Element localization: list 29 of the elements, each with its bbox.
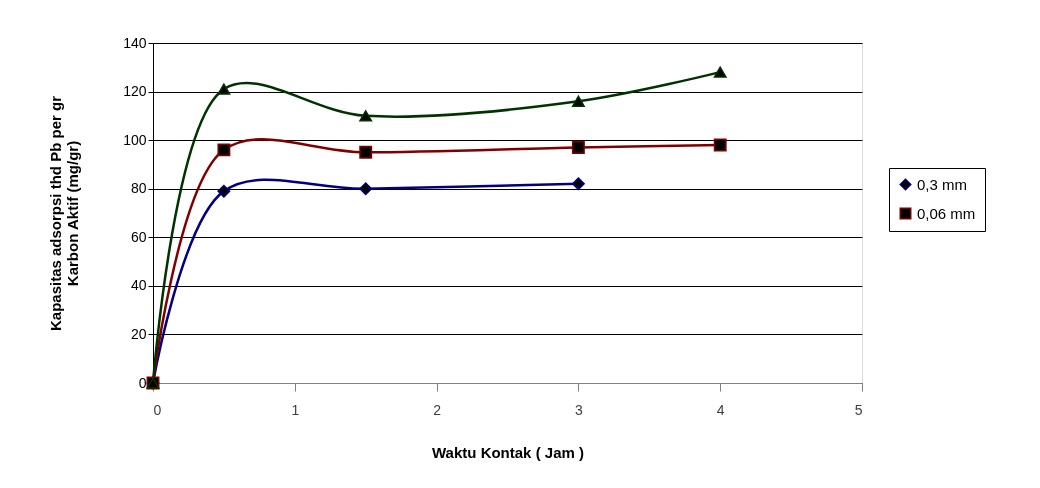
point xyxy=(359,182,373,196)
y-tick-label: 140 xyxy=(123,34,147,51)
point xyxy=(571,177,585,191)
x-tick-label: 0 xyxy=(153,401,162,418)
point xyxy=(571,95,585,107)
point xyxy=(713,66,727,78)
legend-label: 0,06 mm xyxy=(917,204,976,222)
y-tick-label: 40 xyxy=(130,277,147,294)
y-tick-label: 80 xyxy=(130,180,147,197)
legend-label: 0,3 mm xyxy=(917,175,968,193)
x-tick-label: 3 xyxy=(575,401,583,418)
point xyxy=(713,138,727,152)
point xyxy=(571,140,585,154)
y-axis-title: Kapasitas adsorpsi thd Pb per gr Karbon Aktif (mg/gr) xyxy=(47,95,82,332)
x-tick-label: 5 xyxy=(854,401,863,418)
x-tick-label: 2 xyxy=(433,401,442,418)
point xyxy=(217,143,231,157)
y-tick-label: 20 xyxy=(130,325,147,342)
point xyxy=(217,184,231,198)
point xyxy=(359,110,373,122)
x-tick-label: 1 xyxy=(291,401,300,418)
y-tick-label: 60 xyxy=(130,228,147,245)
point xyxy=(217,83,231,95)
y-tick-label: 120 xyxy=(123,83,147,100)
point xyxy=(359,145,373,159)
y-tick-label: 100 xyxy=(123,131,147,148)
x-axis-title: Waktu Kontak ( Jam ) xyxy=(432,443,584,461)
y-tick-label: 0 xyxy=(138,374,147,391)
x-tick-label: 4 xyxy=(716,401,725,418)
